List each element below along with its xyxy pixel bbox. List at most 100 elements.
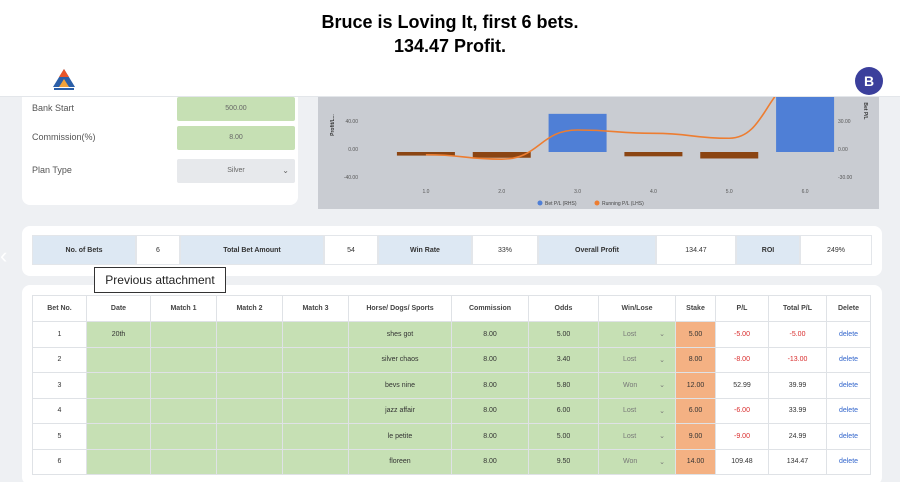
col-bet-no: Bet No. xyxy=(32,295,87,322)
match-2-input[interactable] xyxy=(216,448,283,475)
win-lose-select[interactable]: Won ⌄ xyxy=(598,448,676,475)
bank-start-input[interactable]: 500.00 xyxy=(177,97,295,121)
selection-input[interactable]: silver chaos xyxy=(348,346,452,373)
match-3-input[interactable] xyxy=(282,448,349,475)
total-pl-cell: 39.99 xyxy=(768,372,827,399)
col-commission: Commission xyxy=(451,295,529,322)
win-lose-value: Lost xyxy=(623,356,637,364)
delete-link[interactable]: delete xyxy=(826,397,871,424)
odds-input[interactable]: 6.00 xyxy=(528,397,599,424)
col-date: Date xyxy=(86,295,151,322)
date-input[interactable] xyxy=(86,423,151,450)
stats-card: No. of Bets 6 Total Bet Amount 54 Win Ra… xyxy=(22,226,882,276)
match-3-input[interactable] xyxy=(282,397,349,424)
commission-input[interactable]: 8.00 xyxy=(451,346,529,373)
date-input[interactable]: 20th xyxy=(86,321,151,348)
bet-no-cell: 4 xyxy=(32,397,87,424)
avatar[interactable]: B xyxy=(855,67,883,95)
commission-input[interactable]: 8.00 xyxy=(451,397,529,424)
selection-input[interactable]: floreen xyxy=(348,448,452,475)
win-lose-select[interactable]: Lost ⌄ xyxy=(598,397,676,424)
commission-input[interactable]: 8.00 xyxy=(177,126,295,150)
pl-cell: 52.99 xyxy=(715,372,769,399)
previous-attachment-tooltip: Previous attachment xyxy=(94,267,226,293)
delete-link[interactable]: delete xyxy=(826,321,871,348)
delete-link[interactable]: delete xyxy=(826,448,871,475)
match-2-input[interactable] xyxy=(216,321,283,348)
date-input[interactable] xyxy=(86,448,151,475)
match-1-input[interactable] xyxy=(150,448,217,475)
plan-type-select[interactable]: Silver ⌄ xyxy=(177,159,295,183)
chevron-left-icon[interactable]: ‹ xyxy=(0,243,8,268)
table-row: 4 jazz affair 8.00 6.00 Lost ⌄ 6.00 -6.00… xyxy=(32,397,871,424)
plan-type-row: Plan Type Silver ⌄ xyxy=(32,159,295,185)
legend-label-bet-pl: Bet P/L (RHS) xyxy=(545,201,577,207)
delete-link[interactable]: delete xyxy=(826,423,871,450)
selection-input[interactable]: bevs nine xyxy=(348,372,452,399)
left-axis-tick: 40.00 xyxy=(345,119,358,125)
total-bet-amount-label: Total Bet Amount xyxy=(180,235,324,265)
odds-input[interactable]: 5.80 xyxy=(528,372,599,399)
match-3-input[interactable] xyxy=(282,372,349,399)
win-lose-value: Won xyxy=(623,381,638,389)
chart-bar xyxy=(624,152,683,157)
win-lose-select[interactable]: Lost ⌄ xyxy=(598,423,676,450)
right-axis-tick: 0.00 xyxy=(838,147,848,153)
date-input[interactable] xyxy=(86,346,151,373)
selection-input[interactable]: jazz affair xyxy=(348,397,452,424)
win-lose-select[interactable]: Lost ⌄ xyxy=(598,321,676,348)
win-lose-select[interactable]: Won ⌄ xyxy=(598,372,676,399)
win-lose-select[interactable]: Lost ⌄ xyxy=(598,346,676,373)
match-2-input[interactable] xyxy=(216,423,283,450)
odds-input[interactable]: 9.50 xyxy=(528,448,599,475)
pl-cell: -5.00 xyxy=(715,321,769,348)
chevron-down-icon: ⌄ xyxy=(659,458,665,466)
table-row: 6 floreen 8.00 9.50 Won ⌄ 14.00 109.48 13… xyxy=(32,448,871,475)
match-2-input[interactable] xyxy=(216,397,283,424)
left-axis-tick: -40.00 xyxy=(344,175,358,181)
match-1-input[interactable] xyxy=(150,423,217,450)
table-row: 5 le petite 8.00 5.00 Lost ⌄ 9.00 -9.00 2… xyxy=(32,423,871,450)
bet-no-cell: 2 xyxy=(32,346,87,373)
chart-bar xyxy=(396,152,455,156)
date-input[interactable] xyxy=(86,397,151,424)
stats-row: No. of Bets 6 Total Bet Amount 54 Win Ra… xyxy=(32,235,872,265)
win-lose-value: Lost xyxy=(623,432,637,440)
match-3-input[interactable] xyxy=(282,346,349,373)
delete-link[interactable]: delete xyxy=(826,372,871,399)
win-rate-value: 33% xyxy=(472,235,538,265)
match-3-input[interactable] xyxy=(282,321,349,348)
match-2-input[interactable] xyxy=(216,346,283,373)
match-1-input[interactable] xyxy=(150,346,217,373)
running-pl-line xyxy=(425,77,806,160)
x-tick-label: 6.0 xyxy=(802,189,809,195)
chart-bar xyxy=(700,152,759,159)
win-lose-value: Lost xyxy=(623,330,637,338)
commission-input[interactable]: 8.00 xyxy=(451,448,529,475)
match-1-input[interactable] xyxy=(150,321,217,348)
odds-input[interactable]: 5.00 xyxy=(528,423,599,450)
match-1-input[interactable] xyxy=(150,397,217,424)
x-tick-label: 2.0 xyxy=(498,189,505,195)
stake-cell: 14.00 xyxy=(675,448,716,475)
selection-input[interactable]: le petite xyxy=(348,423,452,450)
total-pl-cell: 134.47 xyxy=(768,448,827,475)
chevron-down-icon: ⌄ xyxy=(282,166,289,175)
caption-line-1: Bruce is Loving It, first 6 bets. xyxy=(321,12,579,32)
commission-input[interactable]: 8.00 xyxy=(451,321,529,348)
col-odds: Odds xyxy=(528,295,599,322)
win-rate-label: Win Rate xyxy=(378,235,472,265)
selection-input[interactable]: shes got xyxy=(348,321,452,348)
match-1-input[interactable] xyxy=(150,372,217,399)
commission-input[interactable]: 8.00 xyxy=(451,372,529,399)
odds-input[interactable]: 3.40 xyxy=(528,346,599,373)
commission-input[interactable]: 8.00 xyxy=(451,423,529,450)
odds-input[interactable]: 5.00 xyxy=(528,321,599,348)
roi-value: 249% xyxy=(800,235,872,265)
match-2-input[interactable] xyxy=(216,372,283,399)
match-3-input[interactable] xyxy=(282,423,349,450)
y2-axis-label: Bet P/L xyxy=(862,102,868,119)
date-input[interactable] xyxy=(86,372,151,399)
mountain-logo-icon[interactable] xyxy=(50,67,78,93)
delete-link[interactable]: delete xyxy=(826,346,871,373)
